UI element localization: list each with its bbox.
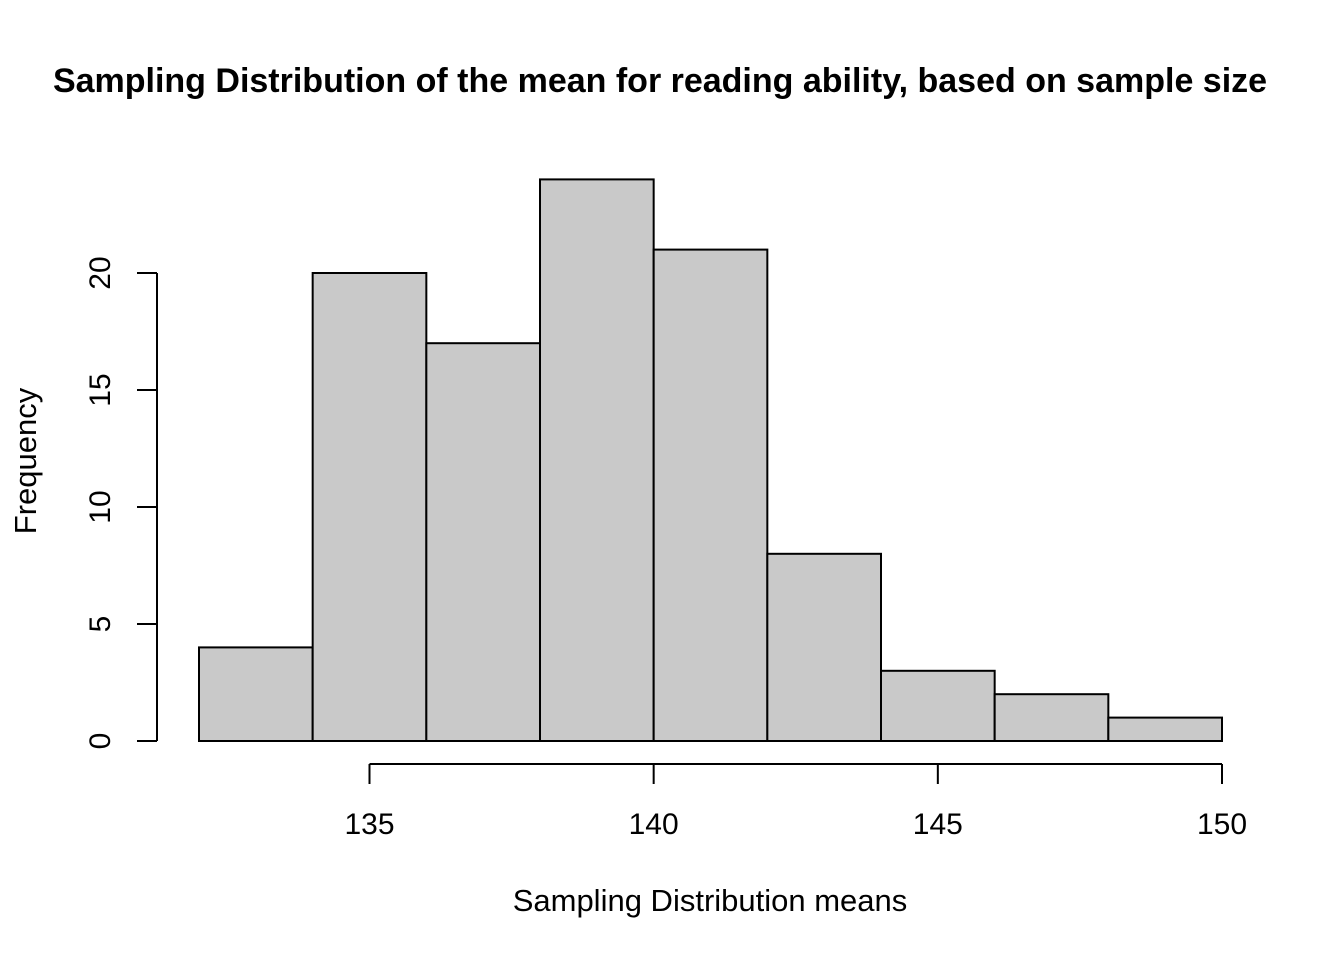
- histogram-bars: [198, 178, 1224, 743]
- chart-title: Sampling Distribution of the mean for re…: [53, 62, 1267, 100]
- histogram-bar-1: [198, 646, 314, 743]
- histogram-bar-5: [652, 248, 769, 742]
- x-tick-label: 135: [344, 808, 394, 841]
- y-tick-label: 10: [84, 490, 117, 523]
- y-tick-label: 5: [84, 616, 117, 633]
- y-tick-label: 0: [84, 733, 117, 750]
- histogram-bar-7: [880, 669, 996, 742]
- y-axis: 0 5 10 15 20: [84, 256, 158, 750]
- x-tick-label: 150: [1197, 808, 1247, 841]
- x-axis: 135 140 145 150: [344, 763, 1247, 841]
- x-tick-label: 140: [629, 808, 679, 841]
- y-tick-label: 20: [84, 256, 117, 289]
- x-axis-label: Sampling Distribution means: [513, 883, 908, 918]
- histogram-bar-9: [1107, 716, 1224, 742]
- histogram-bar-8: [993, 693, 1110, 743]
- x-tick-label: 145: [913, 808, 963, 841]
- y-axis-label: Frequency: [8, 387, 43, 534]
- y-tick-label: 15: [84, 373, 117, 406]
- histogram-bar-2: [311, 272, 428, 742]
- histogram-bar-3: [425, 342, 542, 742]
- histogram-bar-6: [766, 552, 882, 742]
- histogram-bar-4: [539, 178, 655, 742]
